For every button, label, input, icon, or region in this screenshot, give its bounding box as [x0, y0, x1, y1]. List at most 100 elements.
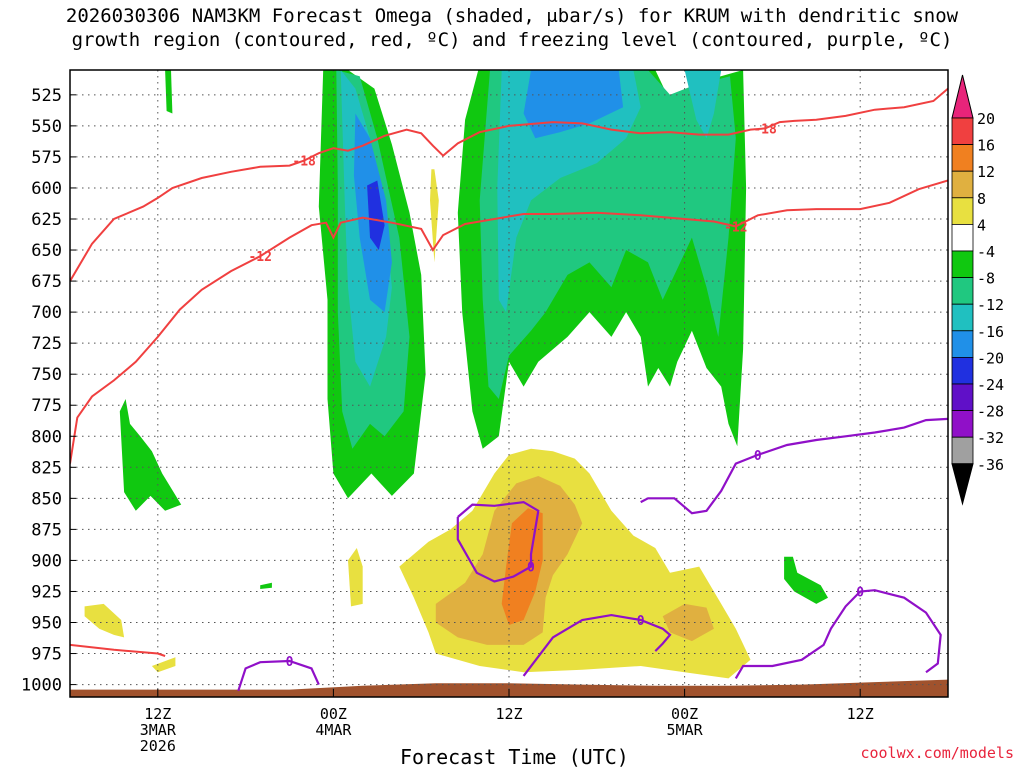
y-tick-label-800: 800 — [31, 427, 62, 447]
colorbar-swatch-3 — [951, 170, 974, 199]
x-tick-label-30-0: 12Z — [495, 705, 522, 723]
freezing-contour-2 — [522, 613, 672, 677]
y-tick-label-575: 575 — [31, 148, 62, 168]
colorbar-label-0: 20 — [977, 110, 995, 128]
x-tick-label-18-1: 4MAR — [315, 721, 352, 739]
colorbar-swatch-7 — [951, 277, 974, 305]
dendritic-contour-label-1-0: -12 — [248, 250, 271, 265]
colorbar-swatch-10 — [951, 356, 974, 385]
colorbar-label-2: 12 — [977, 163, 995, 181]
title-line-2: growth region (contoured, red, ºC) and f… — [71, 29, 953, 51]
y-tick-label-875: 875 — [31, 520, 62, 540]
omega-region-12 — [523, 70, 624, 139]
dendritic-contour-label-1-1: -12 — [724, 220, 747, 235]
colorbar-swatch-2 — [951, 144, 974, 172]
x-tick-label-6-2: 2026 — [140, 737, 176, 755]
title-line-1: 2026030306 NAM3KM Forecast Omega (shaded… — [65, 5, 959, 27]
colorbar-label-5: -4 — [977, 243, 995, 261]
omega-region-15 — [84, 603, 125, 638]
colorbar-swatch-1 — [951, 117, 974, 146]
colorbar-bottom-arrow — [951, 463, 974, 506]
omega-region-14 — [430, 169, 439, 263]
colorbar-swatch-5 — [951, 223, 974, 252]
omega-region-18 — [399, 448, 751, 679]
x-tick-label-54-0: 12Z — [847, 705, 874, 723]
freezing-contour-4 — [734, 589, 942, 679]
freezing-contour-3 — [640, 417, 948, 515]
omega-region-21 — [501, 508, 543, 625]
y-tick-label-825: 825 — [31, 458, 62, 478]
omega-region-16 — [151, 657, 176, 673]
dendritic-contour-0 — [70, 87, 948, 282]
freezing-contour-label-2: 0 — [637, 614, 645, 629]
omega-region-5 — [260, 582, 272, 589]
omega-region-4 — [784, 556, 828, 604]
y-tick-label-550: 550 — [31, 117, 62, 137]
y-tick-label-900: 900 — [31, 551, 62, 571]
y-tick-label-975: 975 — [31, 645, 62, 665]
y-tick-label-675: 675 — [31, 272, 62, 292]
colorbar-swatch-13 — [951, 436, 974, 465]
freezing-contour-1 — [456, 500, 540, 583]
freezing-contour-label-4: 0 — [856, 585, 864, 600]
colorbar-label-13: -36 — [977, 456, 1004, 474]
colorbar: 20 16 12 8 4 -4 -8 -12 -16 -20 -24 -28 -32 -36 — [951, 74, 1004, 506]
colorbar-swatch-6 — [951, 250, 974, 279]
colorbar-label-1: 16 — [977, 137, 995, 155]
y-tick-label-725: 725 — [31, 334, 62, 354]
colorbar-label-9: -20 — [977, 349, 1004, 367]
x-tick-label-6-0: 12Z — [144, 705, 171, 723]
omega-region-17 — [348, 548, 363, 607]
omega-region-10 — [684, 70, 722, 139]
freezing-contour-label-3: 0 — [754, 449, 762, 464]
chart-title: 2026030306 NAM3KM Forecast Omega (shaded… — [0, 4, 1024, 52]
colorbar-label-8: -16 — [977, 323, 1004, 341]
freezing-contour-0 — [237, 659, 320, 692]
freezing-level-contours: 0 0 0 0 0 — [237, 417, 948, 692]
dendritic-contour-2 — [70, 643, 166, 657]
y-tick-label-775: 775 — [31, 396, 62, 416]
x-tick-label-6-1: 3MAR — [140, 721, 177, 739]
omega-region-13 — [367, 180, 385, 250]
y-tick-label-1000: 1000 — [21, 676, 62, 696]
x-axis-title: Forecast Time (UTC) — [400, 745, 629, 769]
colorbar-top-arrow — [951, 74, 974, 119]
colorbar-swatch-12 — [951, 410, 974, 438]
freezing-contour-label-0: 0 — [286, 655, 294, 670]
dendritic-contour-1 — [70, 179, 948, 464]
grid-lines — [70, 70, 948, 697]
freezing-contour-label-1: 0 — [527, 561, 535, 576]
dendritic-contour-label-0-1: -18 — [753, 122, 777, 137]
y-tick-label-850: 850 — [31, 489, 62, 509]
x-tick-label-42-0: 00Z — [671, 705, 698, 723]
y-axis: 525 550 575 600 625 650 675 700 725 750 775 800 825 8… — [21, 86, 76, 696]
colorbar-label-11: -28 — [977, 403, 1004, 421]
dendritic-contour-label-0-0: -18 — [292, 155, 316, 170]
x-tick-label-18-0: 00Z — [320, 705, 347, 723]
x-tick-label-42-1: 5MAR — [667, 721, 704, 739]
colorbar-swatch-11 — [951, 383, 974, 412]
colorbar-label-3: 8 — [977, 190, 986, 208]
colorbar-label-4: 4 — [977, 216, 986, 234]
y-tick-label-650: 650 — [31, 241, 62, 261]
y-tick-label-625: 625 — [31, 210, 62, 230]
omega-region-0 — [165, 70, 173, 114]
colorbar-swatch-8 — [951, 303, 974, 332]
y-tick-label-525: 525 — [31, 86, 62, 106]
dendritic-contours: -18 -18 -12 -12 — [70, 87, 948, 657]
y-tick-label-700: 700 — [31, 303, 62, 323]
y-tick-label-925: 925 — [31, 582, 62, 602]
colorbar-label-10: -24 — [977, 376, 1004, 394]
y-tick-label-750: 750 — [31, 365, 62, 385]
colorbar-label-12: -32 — [977, 429, 1004, 447]
colorbar-label-6: -8 — [977, 270, 995, 288]
colorbar-label-7: -12 — [977, 296, 1004, 314]
omega-region-1 — [119, 399, 182, 511]
watermark: coolwx.com/models — [860, 744, 1014, 762]
y-tick-label-600: 600 — [31, 179, 62, 199]
colorbar-swatch-9 — [951, 330, 974, 358]
y-tick-label-950: 950 — [31, 614, 62, 634]
colorbar-swatch-4 — [951, 197, 974, 225]
